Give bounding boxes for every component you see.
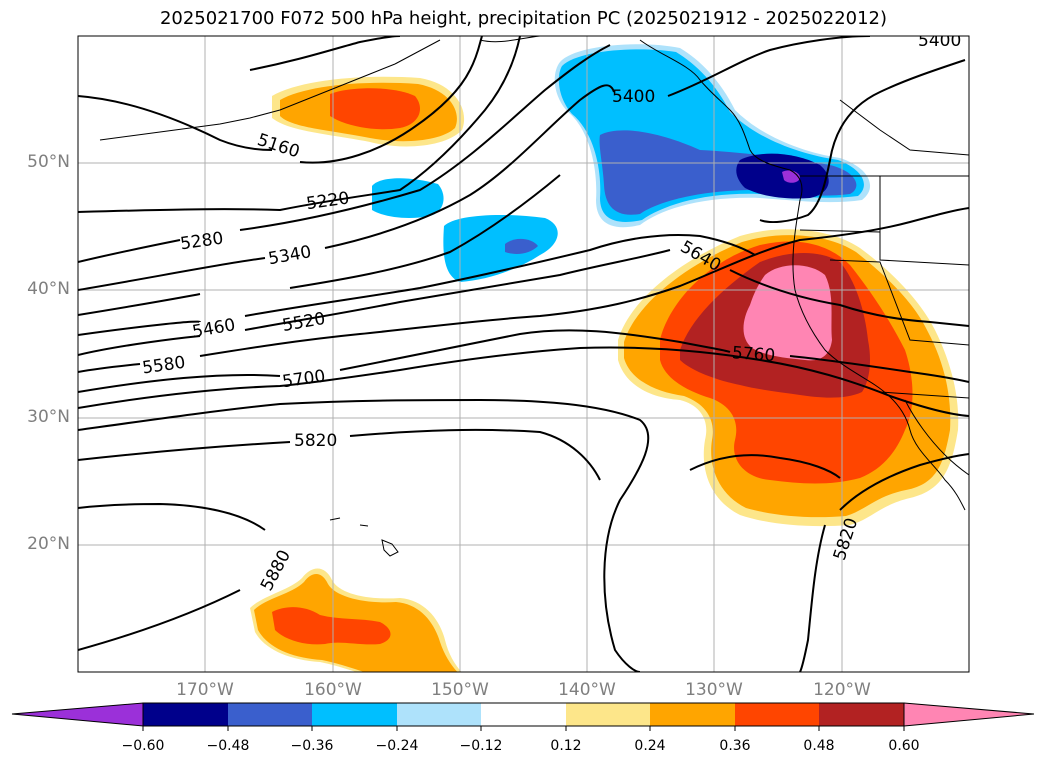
contour-label: 5820	[294, 431, 337, 451]
colorbar-swatch	[228, 703, 312, 726]
contour-label: 5160	[255, 130, 302, 162]
contour-label: 5340	[267, 242, 313, 269]
contour-label: 5580	[141, 353, 187, 379]
colorbar-tick-label: −0.60	[121, 738, 165, 754]
alaska-peninsula	[394, 36, 541, 65]
colorbar-tick-label: −0.36	[290, 738, 334, 754]
lat-label: 50°N	[27, 152, 70, 172]
precip-np-navy	[736, 153, 829, 199]
height-contours	[78, 36, 969, 672]
precip-mid-2	[443, 214, 558, 282]
lon-label: 140°W	[558, 680, 616, 700]
contour-label: 5280	[179, 229, 225, 255]
colorbar-extend-low	[11, 702, 144, 727]
contour-label: 5400	[612, 87, 655, 107]
precip-hi-red	[272, 607, 391, 645]
colorbar-swatch	[143, 703, 228, 726]
colorbar	[11, 702, 1035, 731]
colorbar-tick-label: 0.24	[634, 738, 666, 754]
baja-gulf	[904, 399, 969, 476]
colorbar-tick-label: 0.48	[803, 738, 835, 754]
colorbar-tick-label: −0.12	[459, 738, 503, 754]
colorbar-tick-label: −0.24	[375, 738, 419, 754]
precip-ca-pink	[743, 265, 832, 361]
colorbar-tick-label: 0.60	[888, 738, 920, 754]
contour-label: 5760	[731, 343, 776, 366]
lat-label: 20°N	[27, 534, 70, 554]
lon-label: 130°W	[685, 680, 743, 700]
colorbar-extend-high	[904, 703, 1034, 726]
bc-coast	[639, 39, 803, 201]
colorbar-swatch	[397, 703, 481, 726]
precip-mid-2-core	[505, 238, 538, 254]
lat-label: 30°N	[27, 407, 70, 427]
colorbar-swatch	[312, 703, 397, 726]
contour-label: 5520	[281, 309, 327, 336]
lon-label: 170°W	[176, 680, 234, 700]
lon-label: 160°W	[304, 680, 362, 700]
state-border-1	[879, 176, 969, 266]
graticule	[78, 36, 969, 672]
contour-label: 5700	[281, 366, 327, 392]
precip-shading	[250, 44, 959, 672]
map-frame	[77, 35, 970, 673]
colorbar-tick-label: −0.48	[206, 738, 250, 754]
chart-title: 2025021700 F072 500 hPa height, precipit…	[159, 8, 888, 29]
colorbar-swatch	[650, 703, 735, 726]
contour-label: 5400	[918, 31, 961, 51]
lat-label: 40°N	[27, 279, 70, 299]
contour-label: 5460	[191, 315, 237, 342]
precip-aleutian-core	[330, 88, 420, 130]
hawaii-islands	[329, 517, 399, 557]
us-mexico-border	[879, 391, 969, 399]
state-border-3	[839, 99, 969, 156]
lon-label: 120°W	[813, 680, 871, 700]
aleutian-islands	[99, 63, 396, 141]
colorbar-swatch	[481, 703, 566, 726]
colorbar-swatch	[735, 703, 819, 726]
colorbar-tick-label: 0.36	[719, 738, 751, 754]
lon-label: 150°W	[431, 680, 489, 700]
coastlines	[99, 36, 969, 557]
colorbar-swatch	[566, 703, 650, 726]
colorbar-tick-label: 0.12	[550, 738, 582, 754]
colorbar-outline	[142, 702, 905, 727]
precip-mid-1	[372, 178, 444, 218]
us-west-coast	[792, 199, 966, 511]
colorbar-swatch	[819, 703, 904, 726]
